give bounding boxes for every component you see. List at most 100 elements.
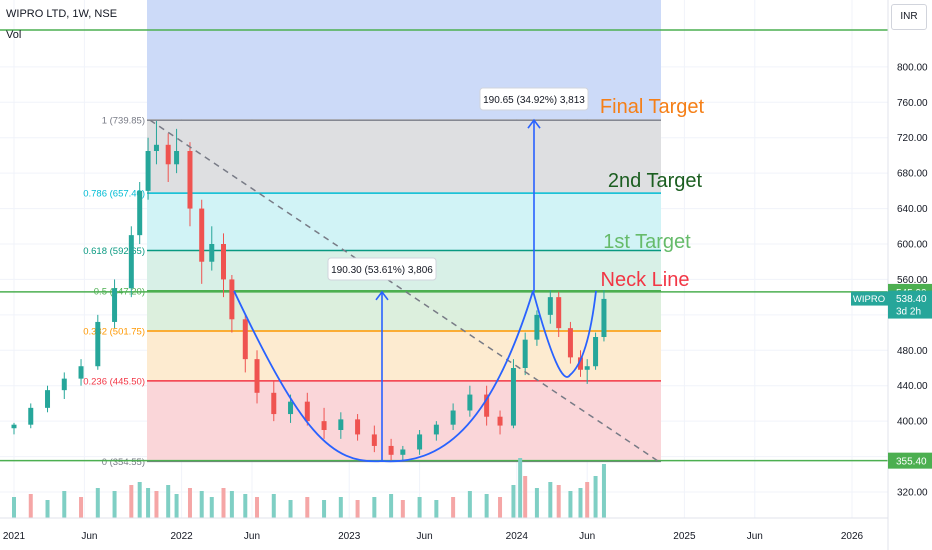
candle-body [522,339,528,368]
x-tick-label: 2026 [841,531,864,542]
volume-bar [400,500,405,518]
candle-body [321,421,327,430]
candle-body [199,208,205,262]
annotation-label: Final Target [600,96,705,118]
chart-title[interactable]: WIPRO LTD, 1W, NSE [6,8,118,20]
candle-body [556,297,562,329]
price-tag-label: 355.40 [896,457,927,468]
x-tick-label: Jun [747,531,763,542]
cup-curve [233,290,534,463]
volume-bar [146,488,151,518]
y-tick-label: 720.00 [897,133,928,144]
candle-body [497,416,503,426]
x-tick-label: Jun [81,531,97,542]
symbol-tag [851,291,888,306]
y-tick-label: 400.00 [897,417,928,428]
volume-bar [601,464,606,518]
volume-bar [338,497,343,518]
candle-body [577,357,583,370]
y-tick-label: 440.00 [897,381,928,392]
candle-body [221,244,226,280]
candle-body [145,151,151,191]
volume-bar [95,488,100,518]
countdown-label: 3d 2h [896,307,921,318]
fib-zone [147,380,661,462]
y-tick-label: 760.00 [897,98,928,109]
y-tick-label: 480.00 [897,346,928,357]
symbol-tag-label: WIPRO [853,294,885,305]
x-tick-label: 2025 [673,531,696,542]
candle-body [242,319,248,360]
fib-zone [147,290,661,332]
candle-body [61,378,67,391]
candle-body [417,434,423,450]
volume-bar [112,491,117,518]
volume-bar [154,491,159,518]
y-tick-label: 680.00 [897,169,928,180]
fib-level-label: 0.618 (592.65) [83,246,145,257]
x-tick-label: 2022 [170,531,193,542]
volume-bar [271,494,276,518]
annotation-label: 2nd Target [608,170,703,192]
candle-body [45,390,51,408]
price-tag [888,452,932,469]
volume-bar [62,491,67,518]
volume-bar [372,497,377,518]
y-tick-label: 800.00 [897,62,928,73]
fib-zone [147,331,661,381]
candle-body [128,235,134,289]
x-tick-label: 2023 [338,531,361,542]
candle-body [95,321,101,367]
candle-body [584,366,590,370]
x-tick-label: 2024 [506,531,529,542]
candle-body [484,394,490,417]
volume-bar [523,476,528,518]
measure-label-box [327,257,437,281]
candle-body [137,190,143,236]
candle-body [547,297,553,315]
candle-body [11,424,17,429]
x-tick-label: Jun [579,531,595,542]
candle-body [593,337,599,367]
candle-body [510,368,516,426]
volume-bar [12,497,16,518]
candle-body [304,401,310,422]
volume-bar [166,485,171,518]
volume-bar [45,500,50,518]
fib-level-label: 1 (739.85) [102,116,145,127]
candle-body [400,449,406,455]
candle-body [209,244,215,262]
currency-button[interactable]: INR [891,4,927,30]
candle-body [371,434,377,446]
candle-body [355,419,361,435]
measure-arrowhead [527,118,541,129]
x-tick-label: Jun [244,531,260,542]
candle-body [271,392,277,415]
candle-body [601,298,607,337]
candle-body [28,407,34,425]
handle-curve [532,290,597,378]
candle-body [174,151,180,165]
volume-bar [585,482,590,518]
volume-bar [209,497,214,518]
y-tick-label: 640.00 [897,204,928,215]
volume-bar [229,491,234,518]
volume-label[interactable]: Vol [6,29,22,41]
volume-bar [129,485,134,518]
volume-bar [548,482,553,518]
candle-body [567,328,573,358]
fib-level-label: 0.236 (445.50) [83,376,145,387]
volume-bar [511,485,516,518]
annotation-label: 1st Target [603,231,691,253]
measure-arrowhead [375,290,389,301]
y-tick-label: 560.00 [897,275,928,286]
candle-body [187,151,193,209]
volume-bar [498,497,503,518]
volume-bar [199,491,204,518]
y-tick-label: 600.00 [897,240,928,251]
fib-zone [147,120,661,194]
candle-body [388,445,394,455]
volume-bar [518,458,523,518]
volume-bar [434,500,439,518]
